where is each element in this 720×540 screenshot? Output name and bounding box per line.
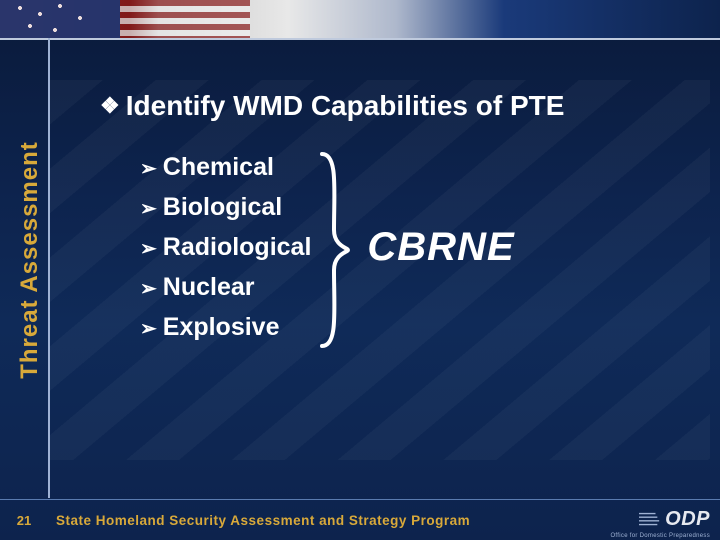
arrow-bullet-icon: ➢	[140, 318, 157, 340]
list-item-label: Nuclear	[163, 273, 255, 301]
slide: Threat Assessment ❖Identify WMD Capabili…	[0, 0, 720, 540]
footer: 21 State Homeland Security Assessment an…	[0, 498, 720, 540]
slide-heading: ❖Identify WMD Capabilities of PTE	[100, 90, 680, 122]
footer-logo-subtext: Office for Domestic Preparedness	[610, 533, 710, 539]
footer-logo: ODP	[600, 504, 710, 534]
list-item: ➢ Nuclear	[140, 267, 311, 307]
footer-text: State Homeland Security Assessment and S…	[56, 500, 470, 540]
arrow-bullet-icon: ➢	[140, 238, 157, 260]
arrow-bullet-icon: ➢	[140, 198, 157, 220]
list-item-label: Explosive	[163, 313, 280, 341]
list-item-label: Radiological	[163, 233, 312, 261]
body-row: ➢ Chemical ➢ Biological ➢ Radiological ➢ Nuc…	[100, 144, 680, 350]
list-item: ➢ Radiological	[140, 227, 311, 267]
list-item: ➢ Chemical	[140, 147, 311, 187]
content-area: ❖Identify WMD Capabilities of PTE ➢ Chemi…	[100, 90, 680, 350]
diamond-bullet-icon: ❖	[100, 93, 120, 118]
arrow-bullet-icon: ➢	[140, 278, 157, 300]
top-banner	[0, 0, 720, 38]
odp-logo-icon	[639, 508, 661, 530]
brace-column	[311, 144, 357, 350]
footer-logo-text: ODP	[665, 508, 710, 531]
list-item: ➢ Explosive	[140, 307, 311, 347]
page-number: 21	[0, 500, 48, 540]
list-item-label: Biological	[163, 193, 282, 221]
vertical-rule	[48, 38, 50, 498]
sidebar-title: Threat Assessment	[16, 141, 44, 379]
slide-heading-text: Identify WMD Capabilities of PTE	[126, 90, 565, 121]
acronym-label: CBRNE	[367, 225, 514, 270]
flag-stripes-icon	[120, 0, 250, 38]
curly-brace-icon	[316, 150, 352, 350]
list-item-label: Chemical	[163, 153, 274, 181]
horizontal-rule	[0, 38, 720, 40]
arrow-bullet-icon: ➢	[140, 158, 157, 180]
list-item: ➢ Biological	[140, 187, 311, 227]
flag-stars-icon	[0, 0, 120, 38]
cbrne-list: ➢ Chemical ➢ Biological ➢ Radiological ➢ Nuc…	[140, 147, 311, 347]
